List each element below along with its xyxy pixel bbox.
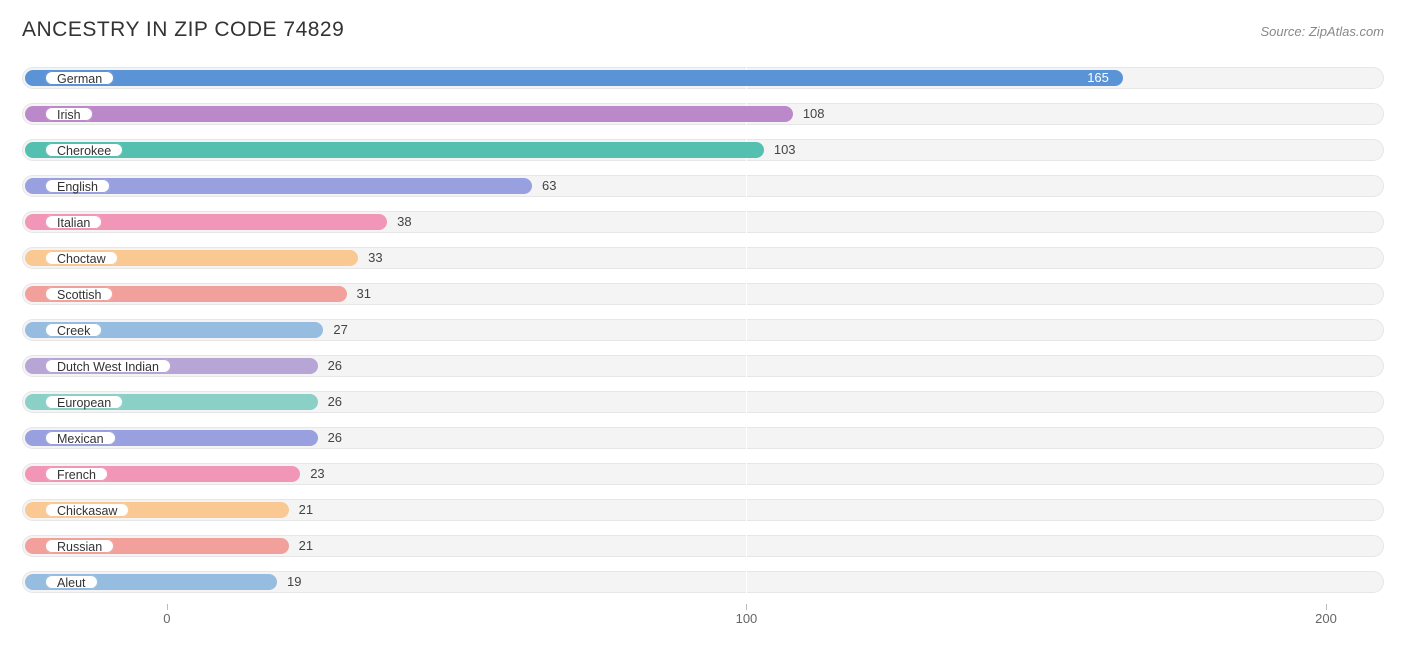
- bar-value: 19: [287, 571, 301, 593]
- bar-row: Choctaw 33: [22, 244, 1384, 272]
- bar-row: Italian 38: [22, 208, 1384, 236]
- category-label: English: [44, 178, 111, 194]
- axis-tick: [746, 604, 747, 610]
- bar-row: Russian 21: [22, 532, 1384, 560]
- bar: [25, 106, 793, 122]
- category-label: Russian: [44, 538, 115, 554]
- plot-area: German 165 Irish 108 Cherokee 103 English 63 Ita…: [22, 64, 1384, 596]
- bar-row: German 165: [22, 64, 1384, 92]
- bar-row: European 26: [22, 388, 1384, 416]
- bar-value: 33: [368, 247, 382, 269]
- bar-row: Chickasaw 21: [22, 496, 1384, 524]
- bar-row: Irish 108: [22, 100, 1384, 128]
- bar-row: English 63: [22, 172, 1384, 200]
- axis-tick-label: 200: [1315, 611, 1337, 626]
- category-label: Cherokee: [44, 142, 124, 158]
- category-label: Italian: [44, 214, 103, 230]
- bar-row: Aleut 19: [22, 568, 1384, 596]
- category-label: Creek: [44, 322, 103, 338]
- chart-title: ANCESTRY IN ZIP CODE 74829: [22, 18, 344, 42]
- bar: [25, 70, 1123, 86]
- bar-value: 103: [774, 139, 796, 161]
- category-label: Irish: [44, 106, 94, 122]
- chart-source: Source: ZipAtlas.com: [1260, 24, 1384, 39]
- category-label: Scottish: [44, 286, 114, 302]
- category-label: Chickasaw: [44, 502, 130, 518]
- bar-row: Mexican 26: [22, 424, 1384, 452]
- bar-row: Creek 27: [22, 316, 1384, 344]
- bar-value: 38: [397, 211, 411, 233]
- bar-row: Dutch West Indian 26: [22, 352, 1384, 380]
- bar-value: 21: [299, 535, 313, 557]
- bar-value: 63: [542, 175, 556, 197]
- category-label: Mexican: [44, 430, 117, 446]
- x-axis: 0 100 200: [22, 604, 1384, 630]
- bar: [25, 142, 764, 158]
- bar-row: French 23: [22, 460, 1384, 488]
- bar-value: 21: [299, 499, 313, 521]
- category-label: Aleut: [44, 574, 99, 590]
- axis-tick: [1326, 604, 1327, 610]
- category-label: French: [44, 466, 109, 482]
- bar-value: 23: [310, 463, 324, 485]
- category-label: European: [44, 394, 124, 410]
- category-label: Choctaw: [44, 250, 119, 266]
- category-label: German: [44, 70, 115, 86]
- bar-value: 26: [328, 355, 342, 377]
- bar-row: Cherokee 103: [22, 136, 1384, 164]
- bar-value: 27: [333, 319, 347, 341]
- bar-value: 26: [328, 391, 342, 413]
- axis-tick: [167, 604, 168, 610]
- bar-value: 26: [328, 427, 342, 449]
- category-label: Dutch West Indian: [44, 358, 172, 374]
- bar-row: Scottish 31: [22, 280, 1384, 308]
- bar-value: 165: [1087, 67, 1109, 89]
- chart-container: German 165 Irish 108 Cherokee 103 English 63 Ita…: [22, 64, 1384, 630]
- bar-value: 108: [803, 103, 825, 125]
- axis-tick-label: 100: [736, 611, 758, 626]
- chart-header: ANCESTRY IN ZIP CODE 74829 Source: ZipAt…: [22, 18, 1384, 42]
- bar-value: 31: [357, 283, 371, 305]
- axis-tick-label: 0: [163, 611, 170, 626]
